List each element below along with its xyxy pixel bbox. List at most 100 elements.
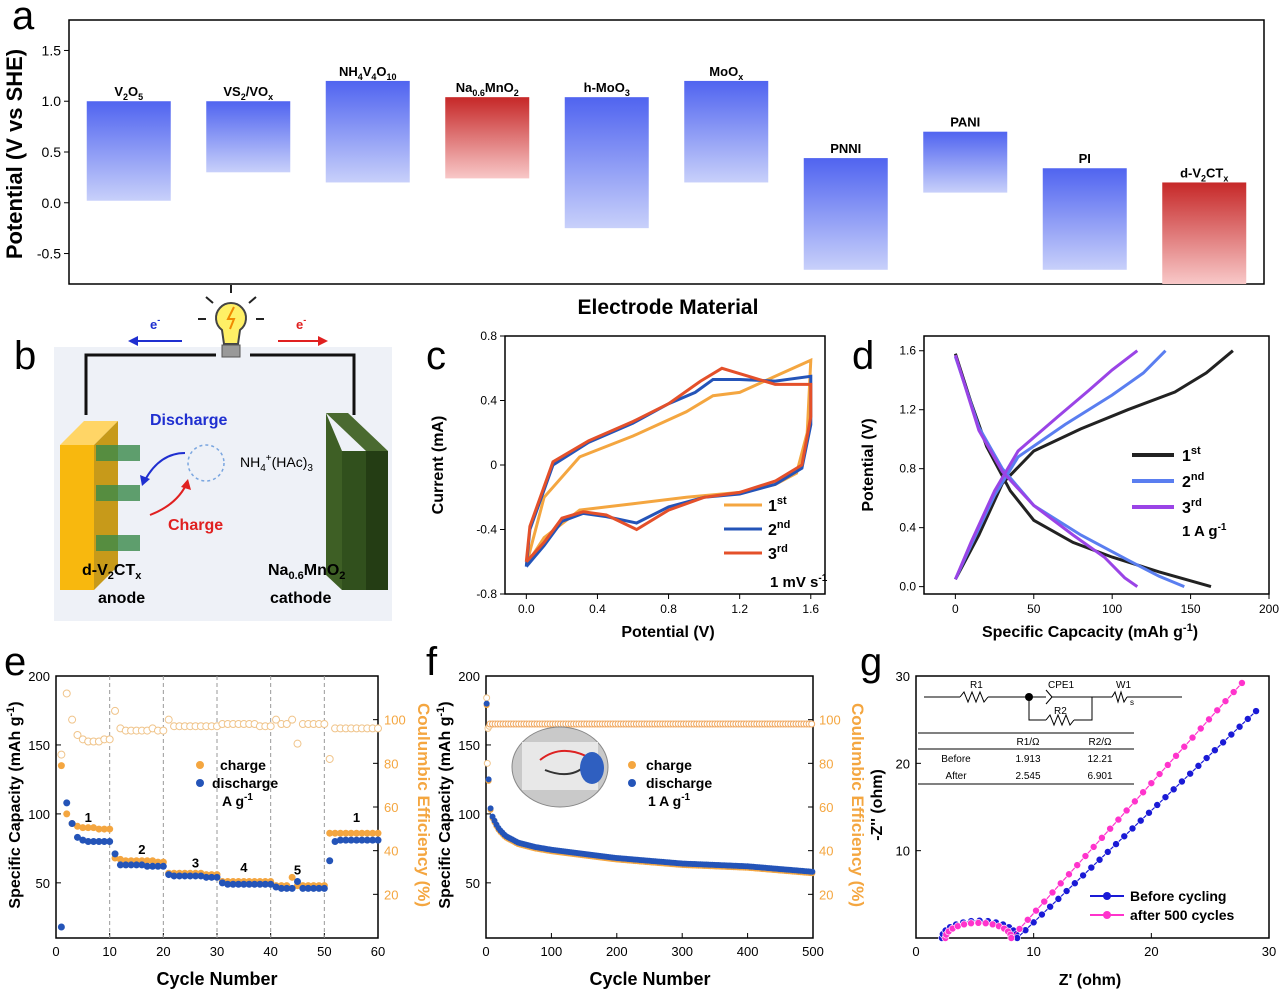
eis-before-point (1202, 754, 1211, 762)
chart-d-xtick-label: 100 (1102, 602, 1122, 616)
svg-text:Before: Before (941, 754, 971, 765)
svg-text:2.545: 2.545 (1015, 771, 1040, 782)
discharge-point (116, 861, 124, 869)
svg-text:After: After (945, 771, 967, 782)
chart-c-ytick-label: -0.4 (476, 523, 497, 537)
bar-label-PANI: PANI (950, 115, 980, 130)
eis-after-point (1040, 897, 1049, 906)
eis-before-point (1136, 816, 1145, 825)
discharge-point (95, 837, 103, 845)
rate-label: 3 (192, 856, 199, 871)
charge-point (116, 855, 124, 863)
legend-charge-marker (628, 761, 636, 769)
chart-e-ytick-label: 100 (28, 807, 50, 822)
discharge-point (138, 861, 146, 869)
discharge-point (240, 880, 248, 888)
chart-d-ytick-label: 0.8 (899, 462, 916, 476)
panel-label-e: e (4, 640, 27, 684)
chart-a-ytick-label: 0.0 (42, 195, 62, 211)
bar-PI (1042, 168, 1127, 270)
legend-unit-label: A g-1 (222, 792, 253, 809)
discharge-point (133, 861, 140, 869)
eis-after-point (1188, 733, 1197, 742)
panel-label-d: d (852, 334, 875, 378)
bar-d-V2CTx (1162, 182, 1247, 284)
chart-f-xtick-label: 400 (737, 944, 759, 959)
discharge-point (154, 862, 162, 870)
eis-before-point (1087, 863, 1096, 872)
chart-d-ytick-label: 1.6 (899, 344, 916, 358)
charge-point (143, 857, 151, 865)
discharge-point (310, 884, 318, 892)
chart-f-xlabel: Cycle Number (589, 969, 710, 989)
rate-label: 5 (294, 863, 301, 878)
chart-d-xtick-label: 50 (1027, 602, 1041, 616)
legend-before-marker (1103, 892, 1111, 900)
chart-e-xtick-label: 20 (156, 944, 170, 959)
chart-f-xtick-label: 500 (802, 944, 824, 959)
discharge-point (299, 884, 307, 892)
eis-before-point (1120, 832, 1129, 841)
chart-f-ytick-label: 100 (458, 807, 480, 822)
chart-e-xtick-label: 0 (52, 944, 59, 959)
panel-label-b: b (14, 334, 37, 378)
eis-after-point (974, 919, 983, 927)
chart-c-ytick-label: -0.8 (476, 587, 497, 601)
eis-after-point (1155, 770, 1164, 778)
wire-right (250, 353, 356, 415)
discharge-point (342, 836, 350, 844)
ce-point (293, 739, 302, 748)
svg-text:CPE1: CPE1 (1048, 680, 1075, 691)
chart-c-xtick-label: 1.6 (802, 602, 819, 616)
charge-point (336, 829, 344, 837)
eis-after-point (1048, 888, 1057, 897)
eis-after-point (981, 919, 990, 928)
chart-g-ylabel: -Z'' (ohm) (869, 769, 886, 841)
chart-e-xtick-label: 30 (210, 944, 224, 959)
charge-point (73, 822, 81, 830)
cv-curve-1st (524, 357, 813, 566)
ce-point (164, 715, 173, 724)
discharge-point (84, 837, 92, 845)
discharge-point (159, 862, 167, 870)
anode-top (60, 421, 118, 445)
charge-label: Charge (168, 517, 223, 534)
discharge-point (336, 836, 344, 844)
discharge-point (165, 871, 173, 879)
chart-g-xlabel: Z' (ohm) (1059, 972, 1121, 989)
eis-before-point (1071, 879, 1079, 888)
chart-e-ytick-label: 150 (28, 738, 50, 753)
chart-d-xtick-label: 0 (952, 602, 959, 616)
eis-before-point (1112, 840, 1120, 848)
discharge-point (197, 872, 205, 880)
eis-after-point (1056, 879, 1065, 888)
discharge-point (122, 861, 130, 869)
discharge-point (374, 836, 382, 844)
discharge-point (170, 872, 178, 880)
legend-charge-label: charge (646, 757, 692, 773)
discharge-point (288, 884, 296, 892)
chart-e-ytick-label: 200 (28, 669, 50, 684)
chart-e-ytick-right-label: 80 (384, 756, 398, 771)
discharge-point (326, 857, 334, 865)
ce-point (374, 724, 382, 733)
discharge-point (347, 836, 355, 844)
bar-label-NH4V4O10: NH4V4O10 (339, 64, 397, 82)
ce-point (325, 754, 334, 763)
discharge-point (363, 836, 371, 844)
svg-text:W1: W1 (1116, 680, 1131, 691)
svg-text:R1/Ω: R1/Ω (1016, 737, 1040, 748)
chart-g-ytick-label: 10 (896, 844, 910, 859)
discharge-point (90, 837, 98, 845)
eis-after-point (1007, 934, 1016, 942)
charge-arrow (149, 484, 187, 516)
charge-point (106, 825, 114, 833)
discharge-point (63, 799, 71, 807)
eis-before-point (1103, 848, 1112, 856)
bar-h-MoO3 (564, 97, 649, 229)
charge-point (326, 829, 334, 837)
cathode-side (326, 413, 342, 590)
